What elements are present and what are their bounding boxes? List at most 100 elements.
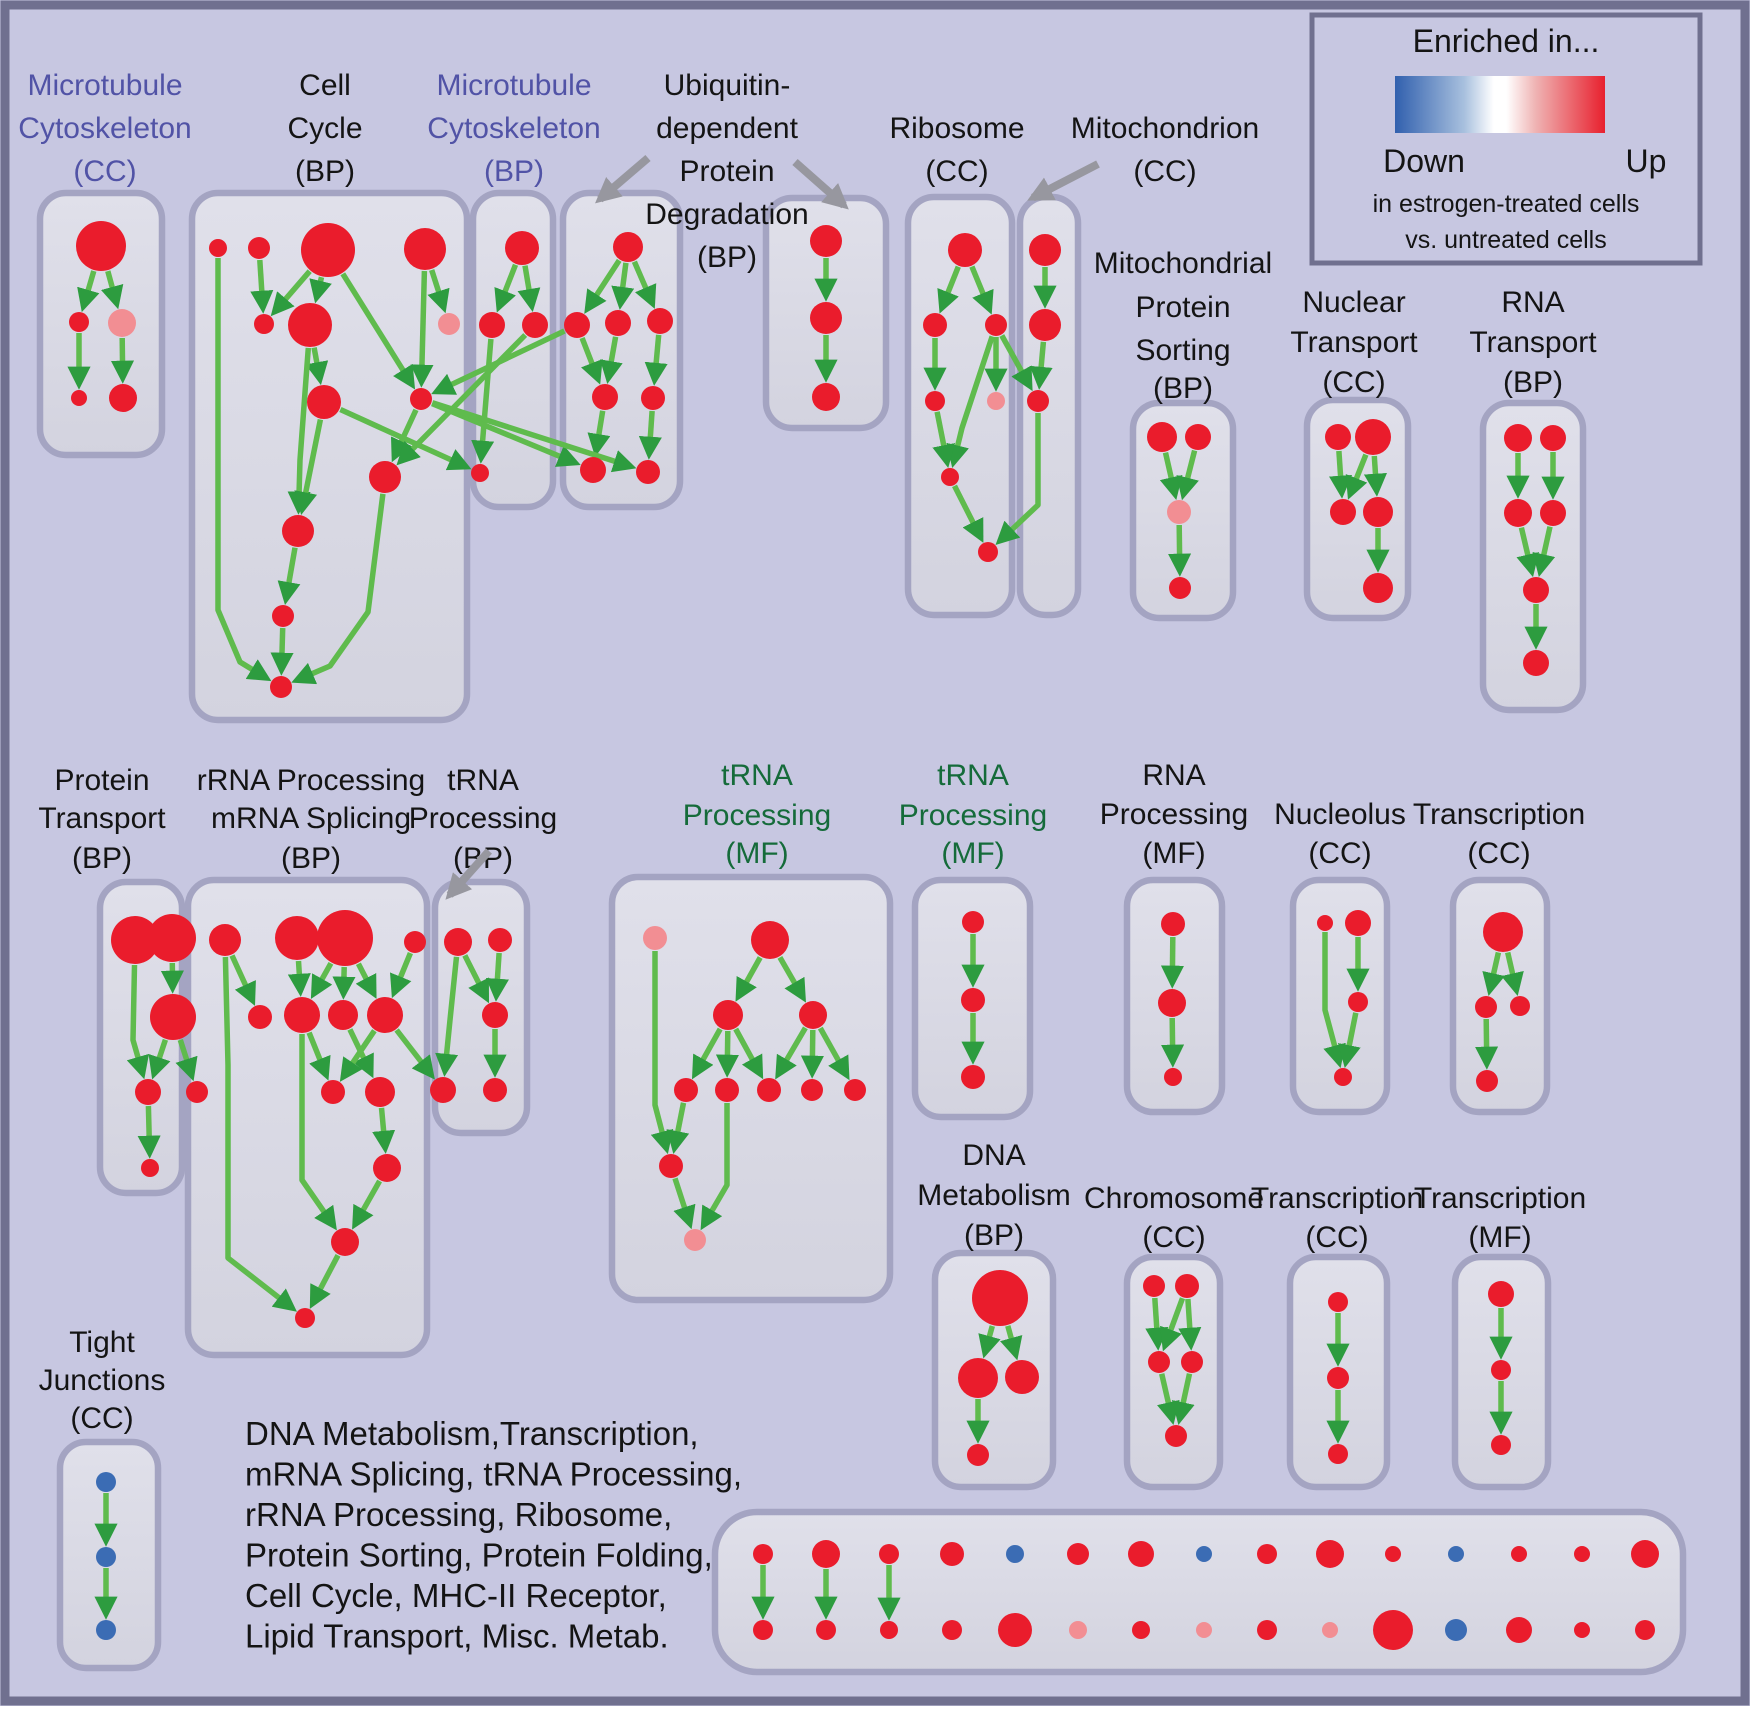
node-trna-processing-mf-1-9 bbox=[659, 1154, 683, 1178]
node-trna-processing-mf-1-7 bbox=[801, 1079, 823, 1101]
node-trna-processing-mf-1-10 bbox=[684, 1229, 706, 1251]
edge-arrow bbox=[494, 263, 519, 313]
node-dna-metabolism-bp-1 bbox=[958, 1358, 998, 1398]
edge-arrow bbox=[471, 338, 495, 464]
cluster-label-mitochondrial-protein-sorting-bp: (BP) bbox=[1153, 372, 1213, 405]
node-microtubule-cytoskeleton-cc-1 bbox=[69, 312, 89, 332]
node-nuclear-transport-cc-4 bbox=[1363, 573, 1393, 603]
cluster-label-trna-processing-bp: tRNA bbox=[447, 764, 519, 797]
cluster-label-microtubule-cytoskeleton-cc: Cytoskeleton bbox=[18, 112, 191, 145]
edge-arrow bbox=[352, 1179, 382, 1230]
node-mixed-top-4 bbox=[1006, 1545, 1024, 1563]
edge-arrow bbox=[937, 265, 961, 314]
node-rna-transport-bp-5 bbox=[1523, 650, 1549, 676]
node-ribosome-cc-2 bbox=[985, 314, 1007, 336]
node-rrna-processing-mrna-splicing-bp-9 bbox=[321, 1080, 345, 1104]
edge-arrow bbox=[250, 259, 274, 314]
node-cell-cycle-bp-0 bbox=[209, 239, 227, 257]
node-dna-metabolism-bp-3 bbox=[967, 1444, 989, 1466]
node-nucleolus-cc-2 bbox=[1348, 992, 1368, 1012]
edge-arrow bbox=[775, 1026, 808, 1080]
node-tight-junctions-cc-0 bbox=[96, 1472, 116, 1492]
node-trna-processing-mf-1-1 bbox=[751, 921, 789, 959]
node-cell-cycle-bp-5 bbox=[288, 303, 332, 347]
node-mitochondrial-protein-sorting-bp-1 bbox=[1185, 424, 1211, 450]
cluster-box-nucleolus-cc bbox=[1289, 876, 1391, 1116]
edge-arrow bbox=[1501, 951, 1524, 997]
edge-arrow bbox=[611, 262, 635, 310]
cluster-label-trna-processing-mf-2: (MF) bbox=[941, 837, 1004, 870]
edge-arrow bbox=[1000, 1325, 1023, 1361]
cluster-label-tight-junctions-cc: (CC) bbox=[70, 1402, 133, 1435]
node-ubiquitin-degradation-bp-right-0 bbox=[810, 225, 842, 257]
edge-arrow bbox=[517, 265, 541, 312]
cluster-label-ubiquitin-degradation-bp-left: dependent bbox=[656, 112, 798, 145]
edge-arrow bbox=[77, 270, 100, 313]
node-cell-cycle-bp-3 bbox=[404, 228, 446, 270]
edge-arrow bbox=[1475, 1018, 1499, 1070]
cluster-label-ubiquitin-degradation-bp-left: Protein bbox=[679, 155, 774, 188]
edge-arrow bbox=[777, 956, 806, 1003]
edge-arrow bbox=[1168, 524, 1192, 577]
edge-arrow bbox=[372, 1107, 396, 1154]
node-trna-processing-mf-2-2 bbox=[961, 1065, 985, 1089]
edge-arrow bbox=[270, 269, 312, 317]
legend-box bbox=[1309, 12, 1703, 266]
node-microtubule-cytoskeleton-bp-0 bbox=[505, 231, 539, 265]
node-ribosome-cc-4 bbox=[987, 392, 1005, 410]
node-protein-transport-bp-1 bbox=[148, 914, 196, 962]
edge-arrow bbox=[222, 956, 297, 1312]
edge-arrow bbox=[445, 848, 492, 900]
nodes bbox=[69, 221, 1659, 1650]
node-cell-cycle-bp-9 bbox=[369, 461, 401, 493]
edge-arrow bbox=[431, 400, 637, 473]
category-text-line: DNA Metabolism,Transcription, bbox=[245, 1415, 699, 1452]
node-mixed-top-14 bbox=[1631, 1540, 1659, 1568]
cluster-box-mixed-categories-box bbox=[711, 1508, 1687, 1676]
edge-arrow bbox=[294, 419, 324, 516]
edge-arrow bbox=[952, 484, 984, 543]
node-mixed-top-6 bbox=[1128, 1541, 1154, 1567]
edges bbox=[67, 258, 1565, 1621]
cluster-label-protein-transport-bp: Transport bbox=[38, 802, 166, 835]
edge-arrow bbox=[394, 1028, 435, 1080]
cluster-label-trna-processing-mf-2: Processing bbox=[899, 799, 1047, 832]
edge-arrow bbox=[126, 964, 150, 1080]
cluster-label-rrna-processing-mrna-splicing-bp: rRNA Processing bbox=[197, 764, 425, 797]
edge-arrow bbox=[229, 954, 256, 1006]
edge-arrow bbox=[306, 1031, 331, 1081]
node-transcription-cc-row2-2 bbox=[1510, 996, 1530, 1016]
node-ubiquitin-degradation-bp-left-2 bbox=[605, 310, 631, 336]
edge-arrow bbox=[396, 333, 528, 466]
node-microtubule-cytoskeleton-bp-2 bbox=[522, 312, 548, 338]
node-rrna-processing-mrna-splicing-bp-1 bbox=[275, 916, 319, 960]
cluster-label-protein-transport-bp: Protein bbox=[54, 764, 149, 797]
edge-arrow bbox=[1171, 1373, 1195, 1426]
edge-arrow bbox=[792, 159, 849, 210]
node-trna-processing-mf-2-1 bbox=[961, 988, 985, 1012]
cluster-label-transcription-cc-row2: (CC) bbox=[1467, 837, 1530, 870]
edge-arrow bbox=[1027, 160, 1100, 202]
node-mixed-top-11 bbox=[1448, 1546, 1464, 1562]
node-rrna-processing-mrna-splicing-bp-4 bbox=[186, 1081, 208, 1103]
node-tight-junctions-cc-2 bbox=[96, 1620, 116, 1640]
cluster-label-microtubule-cytoskeleton-bp: Microtubule bbox=[436, 69, 591, 102]
node-mixed-bottom-3 bbox=[942, 1620, 962, 1640]
node-trna-processing-bp-1 bbox=[488, 928, 512, 952]
node-trna-processing-mf-1-4 bbox=[674, 1078, 698, 1102]
node-microtubule-cytoskeleton-bp-1 bbox=[479, 312, 505, 338]
node-microtubule-cytoskeleton-cc-3 bbox=[71, 390, 87, 406]
cluster-label-mitochondrial-protein-sorting-bp: Protein bbox=[1135, 291, 1230, 324]
node-trna-processing-mf-1-8 bbox=[844, 1079, 866, 1101]
edge-arrow bbox=[800, 1029, 824, 1079]
edge-arrow bbox=[175, 1039, 198, 1082]
node-mitochondrial-protein-sorting-bp-3 bbox=[1169, 577, 1191, 599]
node-trna-processing-bp-4 bbox=[483, 1078, 507, 1102]
node-mitochondrial-protein-sorting-bp-0 bbox=[1147, 422, 1177, 452]
edge-arrow bbox=[310, 961, 334, 1000]
edge-arrow bbox=[1345, 453, 1369, 500]
cluster-box-chromosome-cc bbox=[1123, 1253, 1224, 1491]
node-cell-cycle-bp-1 bbox=[248, 237, 270, 259]
node-rna-transport-bp-4 bbox=[1523, 577, 1549, 603]
